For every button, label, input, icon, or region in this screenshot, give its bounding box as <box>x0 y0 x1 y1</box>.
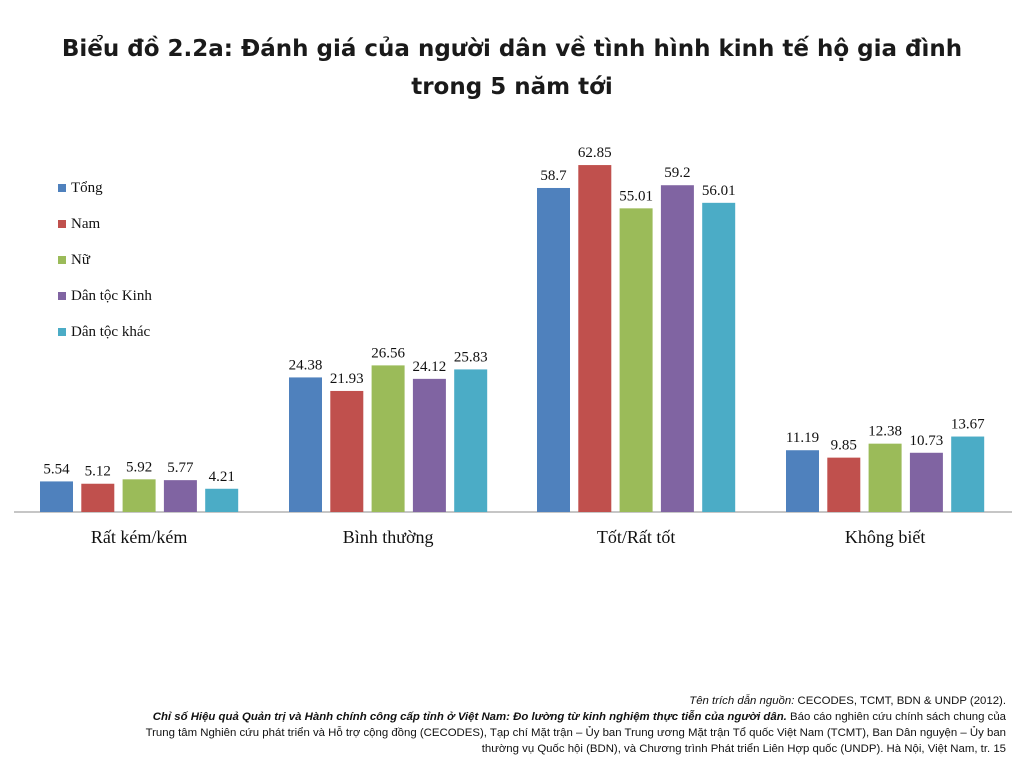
legend-item-nam: Nam <box>58 206 152 242</box>
data-label-1-3: 24.12 <box>413 359 447 375</box>
legend-label-dan-toc-khac: Dân tộc khác <box>71 323 151 340</box>
chart-title-line-1: Biểu đồ 2.2a: Đánh giá của người dân về … <box>61 36 963 62</box>
bar-3-3 <box>909 452 943 512</box>
legend-item-dan-toc-khac: Dân tộc khác <box>58 314 152 350</box>
data-label-0-0: 5.54 <box>43 461 70 477</box>
legend-label-dan-toc-kinh: Dân tộc Kinh <box>71 287 152 304</box>
legend-swatch-dan-toc-kinh <box>58 292 66 300</box>
bar-3-0 <box>786 450 819 512</box>
category-label-1: Bình thường <box>343 527 434 547</box>
data-label-0-2: 5.92 <box>126 459 152 475</box>
citation-line-2: Chỉ số Hiệu quả Quản trị và Hành chính c… <box>16 709 1006 725</box>
citation-source-label: Tên trích dẫn nguồn: <box>689 695 795 707</box>
bar-1-2 <box>371 365 405 512</box>
bar-0-2 <box>122 479 156 512</box>
legend-item-nu: Nữ <box>58 242 152 278</box>
data-label-3-0: 11.19 <box>786 430 819 446</box>
data-label-2-0: 58.7 <box>540 168 567 184</box>
legend-label-tong: Tổng <box>71 179 103 196</box>
data-label-0-4: 4.21 <box>209 469 235 485</box>
legend-item-dan-toc-kinh: Dân tộc Kinh <box>58 278 152 314</box>
bar-3-2 <box>868 443 902 512</box>
bar-3-1 <box>827 457 861 512</box>
legend-swatch-tong <box>58 184 66 192</box>
bar-1-0 <box>289 377 322 512</box>
data-label-1-4: 25.83 <box>454 349 488 365</box>
data-label-0-3: 5.77 <box>167 460 194 476</box>
data-label-3-4: 13.67 <box>951 417 985 433</box>
data-label-1-2: 26.56 <box>371 345 405 361</box>
bar-0-1 <box>81 483 115 512</box>
citation-report-desc: Báo cáo nghiên cứu chính sách chung của <box>786 711 1006 723</box>
bar-1-3 <box>412 378 446 512</box>
citation-line-3: Trung tâm Nghiên cứu phát triển và Hỗ tr… <box>145 727 1006 739</box>
bar-1-1 <box>330 390 364 512</box>
citation-line-4: thường vụ Quốc hội (BDN), và Chương trìn… <box>481 743 1006 755</box>
bar-0-3 <box>163 480 197 512</box>
legend-swatch-nam <box>58 220 66 228</box>
bar-2-3 <box>660 185 694 512</box>
category-label-2: Tốt/Rất tốt <box>597 527 676 547</box>
bar-chart: 5.54 5.12 5.92 5.77 4.21 Rất kém/kém 24.38 21.9… <box>14 145 1012 547</box>
legend-label-nam: Nam <box>71 215 101 232</box>
chart-legend: Tổng Nam Nữ Dân tộc Kinh Dân tộc khác <box>58 170 152 350</box>
data-label-0-1: 5.12 <box>85 464 111 480</box>
citation-report-title: Chỉ số Hiệu quả Quản trị và Hành chính c… <box>152 711 787 723</box>
bar-2-4 <box>702 202 736 512</box>
data-label-1-1: 21.93 <box>330 371 364 387</box>
bar-0-4 <box>205 488 239 512</box>
data-label-2-4: 56.01 <box>702 183 736 199</box>
data-label-1-0: 24.38 <box>289 357 323 373</box>
bar-3-4 <box>951 436 985 512</box>
bar-1-4 <box>454 369 488 512</box>
bar-2-1 <box>578 165 612 512</box>
data-label-2-2: 55.01 <box>619 188 653 204</box>
legend-swatch-dan-toc-khac <box>58 328 66 336</box>
data-label-2-1: 62.85 <box>578 145 612 161</box>
bar-2-2 <box>619 208 653 513</box>
category-label-3: Không biết <box>845 527 926 547</box>
bar-0-0 <box>40 481 73 512</box>
category-label-0: Rất kém/kém <box>91 527 187 547</box>
legend-item-tong: Tổng <box>58 170 152 206</box>
data-label-3-2: 12.38 <box>868 424 902 440</box>
chart-title-line-2: trong 5 năm tới <box>411 74 613 100</box>
legend-label-nu: Nữ <box>71 251 90 268</box>
citation-line-1: Tên trích dẫn nguồn: CECODES, TCMT, BDN … <box>16 693 1006 709</box>
legend-swatch-nu <box>58 256 66 264</box>
source-citation: Tên trích dẫn nguồn: CECODES, TCMT, BDN … <box>16 693 1006 757</box>
bar-2-0 <box>537 187 570 512</box>
chart-title: Biểu đồ 2.2a: Đánh giá của người dân về … <box>0 30 1024 106</box>
citation-source-text: CECODES, TCMT, BDN & UNDP (2012). <box>794 695 1006 707</box>
data-label-3-3: 10.73 <box>910 433 944 449</box>
data-label-3-1: 9.85 <box>831 438 857 454</box>
data-label-2-3: 59.2 <box>664 165 690 181</box>
